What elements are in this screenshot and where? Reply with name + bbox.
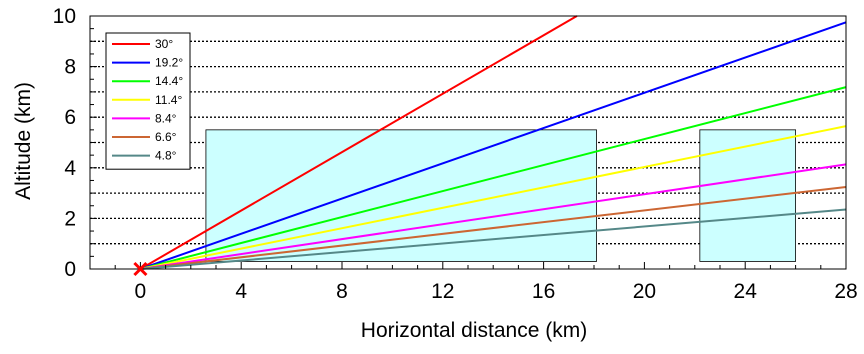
series-line <box>140 163 847 270</box>
legend-label: 19.2° <box>155 56 183 70</box>
origin-marker <box>133 261 148 277</box>
y-tick-label: 10 <box>53 5 76 28</box>
y-tick-label: 4 <box>64 157 76 180</box>
x-tick-label: 28 <box>834 280 857 303</box>
y-tick-label: 8 <box>64 56 76 79</box>
x-tick-label: 4 <box>235 280 247 303</box>
legend-box <box>105 32 191 170</box>
x-tick-label: 8 <box>336 280 348 303</box>
series-line <box>140 125 847 270</box>
series-line <box>139 15 578 270</box>
legend-label: 14.4° <box>155 74 183 88</box>
y-tick-label: 0 <box>64 258 76 281</box>
legend-label: 8.4° <box>155 111 177 125</box>
x-tick-label: 12 <box>431 280 454 303</box>
x-tick-label: 24 <box>734 280 758 303</box>
x-tick-label: 16 <box>532 280 555 303</box>
shaded-region <box>699 129 797 262</box>
origin-marker-stroke <box>133 261 148 277</box>
legend-label: 4.8° <box>155 149 177 163</box>
y-tick-label: 6 <box>64 106 76 129</box>
legend: 30° 19.2° 14.4° 11.4° 8.4° 6.6° 4.8° <box>105 32 191 170</box>
legend-label: 6.6° <box>155 130 177 144</box>
x-axis-label: Horizontal distance (km) <box>361 319 587 342</box>
x-tick-label: 0 <box>135 280 147 303</box>
legend-label: 30° <box>155 37 173 51</box>
legend-label: 11.4° <box>155 93 182 107</box>
y-tick-label: 2 <box>64 207 76 230</box>
series-line <box>140 208 847 270</box>
series-lines <box>139 15 847 270</box>
shaded-region <box>205 129 597 262</box>
x-tick-label: 20 <box>633 280 656 303</box>
series-line <box>140 186 847 270</box>
series-line <box>140 86 847 270</box>
y-axis-label: Altitude (km) <box>12 82 35 200</box>
series-line <box>140 21 847 270</box>
